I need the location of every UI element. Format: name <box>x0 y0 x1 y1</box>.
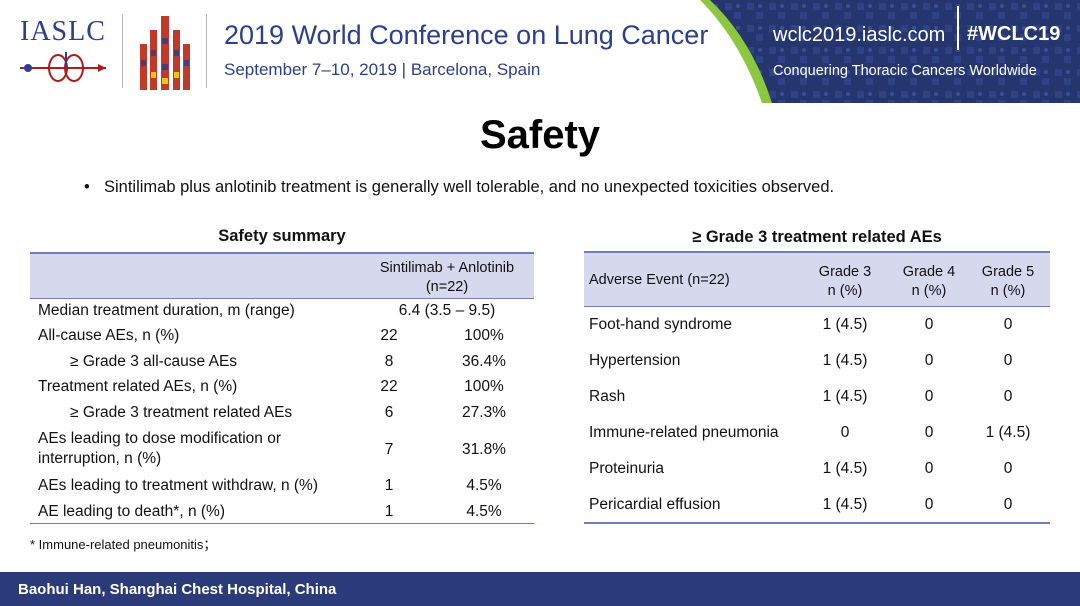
header-banner <box>700 0 1080 103</box>
grade4-value: 0 <box>924 316 934 333</box>
row-label: Median treatment duration, m (range) <box>38 302 295 319</box>
row-label: ≥ Grade 3 all-cause AEs <box>70 353 238 370</box>
slide-title: Safety <box>479 113 601 157</box>
table-bottom-rule <box>584 522 1050 524</box>
banner-divider <box>957 6 959 50</box>
conference-header: IASLC 2019 World Confe <box>0 0 1080 103</box>
treatment-column-n: (n=22) <box>425 279 469 295</box>
grade5-value: 1 (4.5) <box>985 424 1031 441</box>
treatment-column-header: Sintilimab + Anlotinib (n=22) <box>362 259 532 297</box>
table-row: Hypertension 1 (4.5) 0 0 <box>584 350 1050 372</box>
header-divider <box>122 14 123 88</box>
adverse-event-name: Pericardial effusion <box>589 496 721 513</box>
iaslc-logo-text: IASLC <box>20 16 106 47</box>
grade5-header-unit: n (%) <box>990 283 1026 299</box>
grade5-value: 0 <box>1003 496 1013 513</box>
grade3-value: 1 (4.5) <box>822 460 868 477</box>
grade3-table-caption: ≥ Grade 3 treatment related AEs <box>692 228 942 246</box>
grade4-value: 0 <box>924 496 934 513</box>
row-label: Treatment related AEs, n (%) <box>38 378 238 395</box>
grade4-header-title: Grade 4 <box>902 264 956 280</box>
header-divider <box>206 14 207 88</box>
adverse-event-name: Rash <box>589 388 626 405</box>
table-row: Pericardial effusion 1 (4.5) 0 0 <box>584 494 1050 516</box>
row-percent: 4.5% <box>466 477 502 494</box>
table-bottom-rule <box>30 523 534 524</box>
grade4-header-unit: n (%) <box>911 283 947 299</box>
bullet-icon: • <box>84 178 90 196</box>
adverse-event-name: Immune-related pneumonia <box>589 424 779 441</box>
row-label: AEs leading to dose modification or inte… <box>38 429 281 469</box>
grade4-value: 0 <box>924 424 934 441</box>
grade3-header: Grade 3 n (%) <box>810 263 880 301</box>
conference-title: 2019 World Conference on Lung Cancer <box>224 20 709 50</box>
safety-summary-caption: Safety summary <box>218 227 346 245</box>
row-label: ≥ Grade 3 treatment related AEs <box>70 404 293 421</box>
adverse-event-name: Foot-hand syndrome <box>589 316 733 333</box>
treatment-column-name: Sintilimab + Anlotinib <box>379 260 515 276</box>
grade3-value: 1 (4.5) <box>822 496 868 513</box>
row-value: 6.4 (3.5 – 9.5) <box>398 302 496 319</box>
table-row: Proteinuria 1 (4.5) 0 0 <box>584 458 1050 480</box>
grade5-value: 0 <box>1003 388 1013 405</box>
table-row: Foot-hand syndrome 1 (4.5) 0 0 <box>584 314 1050 336</box>
grade4-value: 0 <box>924 388 934 405</box>
lung-emblem-icon <box>20 52 106 82</box>
row-count: 22 <box>380 327 398 344</box>
row-percent: 100% <box>464 327 504 344</box>
grade3-value: 0 <box>840 424 850 441</box>
grade5-header-title: Grade 5 <box>981 264 1035 280</box>
sagrada-familia-icon <box>140 16 190 90</box>
row-percent: 100% <box>464 378 504 395</box>
grade3-value: 1 (4.5) <box>822 388 868 405</box>
adverse-event-header: Adverse Event (n=22) <box>589 272 730 288</box>
row-count: 8 <box>384 353 394 370</box>
grade5-value: 0 <box>1003 460 1013 477</box>
row-label: AE leading to death*, n (%) <box>38 503 225 520</box>
row-percent: 27.3% <box>462 404 506 421</box>
row-percent: 4.5% <box>466 503 502 520</box>
row-label: All-cause AEs, n (%) <box>38 327 180 344</box>
grade4-header: Grade 4 n (%) <box>894 263 964 301</box>
adverse-event-name: Hypertension <box>589 352 681 369</box>
table-row: Immune-related pneumonia 0 0 1 (4.5) <box>584 422 1050 444</box>
presenter-credit: Baohui Han, Shanghai Chest Hospital, Chi… <box>18 581 337 598</box>
presenter-footer: Baohui Han, Shanghai Chest Hospital, Chi… <box>0 572 1080 606</box>
grade3-table-header: Adverse Event (n=22) Grade 3 n (%) Grade… <box>584 251 1050 307</box>
conference-url: wclc2019.iaslc.com <box>773 24 946 46</box>
safety-summary-header: Sintilimab + Anlotinib (n=22) <box>30 252 534 298</box>
row-count: 1 <box>384 477 394 494</box>
adverse-event-name: Proteinuria <box>589 460 664 477</box>
summary-bullet: Sintilimab plus anlotinib treatment is g… <box>104 178 835 196</box>
grade3-header-title: Grade 3 <box>818 264 872 280</box>
grade4-value: 0 <box>924 352 934 369</box>
grade5-header: Grade 5 n (%) <box>973 263 1043 301</box>
grade3-value: 1 (4.5) <box>822 352 868 369</box>
row-count: 22 <box>380 378 398 395</box>
grade4-value: 0 <box>924 460 934 477</box>
conference-dates-location: September 7–10, 2019 | Barcelona, Spain <box>224 60 541 79</box>
row-label: AEs leading to treatment withdraw, n (%) <box>38 477 318 494</box>
table-row: Rash 1 (4.5) 0 0 <box>584 386 1050 408</box>
row-count: 1 <box>384 503 394 520</box>
footnote: * Immune-related pneumonitis； <box>30 537 217 552</box>
row-label-line: AEs leading to dose modification or <box>38 430 281 447</box>
header-rule <box>30 298 534 299</box>
grade5-value: 0 <box>1003 316 1013 333</box>
row-count: 7 <box>384 441 394 458</box>
conference-motto: Conquering Thoracic Cancers Worldwide <box>773 63 1037 79</box>
row-count: 6 <box>384 404 394 421</box>
row-percent: 31.8% <box>462 441 506 458</box>
grade5-value: 0 <box>1003 352 1013 369</box>
conference-hashtag: #WCLC19 <box>967 23 1061 45</box>
grade3-value: 1 (4.5) <box>822 316 868 333</box>
row-percent: 36.4% <box>462 353 506 370</box>
grade3-header-unit: n (%) <box>827 283 863 299</box>
row-label-line: interruption, n (%) <box>38 450 162 467</box>
